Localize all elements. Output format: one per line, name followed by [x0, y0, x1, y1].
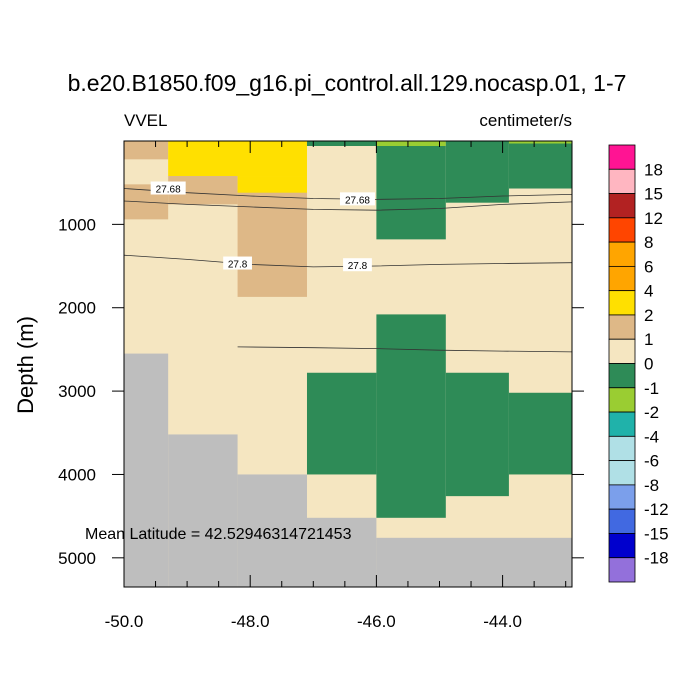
contour-label-box: [223, 256, 252, 270]
contour-label-box: [343, 258, 372, 272]
colorbar-label: 15: [644, 185, 663, 204]
units-label: centimeter/s: [479, 111, 572, 130]
ticks-layer: -50.0 -48.0 -46.0 -44.0 1000 2000 3000 4000 5000: [58, 141, 584, 631]
contour-label: 27.68: [156, 185, 181, 196]
data-cell: [124, 141, 169, 160]
colorbar-swatch: [608, 241, 636, 267]
contour-label-box: [339, 192, 375, 206]
chart-title: b.e20.B1850.f09_g16.pi_control.all.129.n…: [68, 70, 627, 96]
colorbar-swatch: [608, 387, 636, 413]
cells-layer: [124, 141, 572, 587]
data-cell: [508, 143, 572, 189]
colorbar-label: -2: [644, 403, 659, 422]
colorbar-swatch: [608, 460, 636, 486]
data-cell: [237, 176, 307, 193]
contour-layer: 27.68 27.68 27.8 27.8: [123, 181, 573, 353]
contour-line: [123, 200, 573, 211]
data-cell: [376, 537, 572, 587]
colorbar-swatch: [608, 484, 636, 510]
y-tick-label: 5000: [58, 549, 96, 568]
colorbar-label: -4: [644, 427, 659, 446]
colorbar-swatch: [608, 265, 636, 292]
colorbar-swatch: [608, 168, 636, 194]
data-cell: [508, 392, 572, 475]
y-tick-label: 4000: [58, 465, 96, 484]
colorbar-swatch: [608, 411, 636, 437]
colorbar-swatch: [608, 363, 636, 389]
colorbar-label: 0: [644, 355, 653, 374]
contour-label-box: [150, 181, 186, 195]
colorbar-swatch: [608, 338, 636, 364]
data-cell: [376, 146, 446, 240]
y-tick-label: 3000: [58, 382, 96, 401]
colorbar-label: -1: [644, 379, 659, 398]
colorbar-label: 1: [644, 330, 653, 349]
colorbar-label: 6: [644, 257, 653, 276]
contour-label: 27.68: [345, 195, 370, 206]
data-cell: [168, 434, 238, 587]
colorbar-swatch: [608, 144, 636, 170]
data-cell: [168, 141, 307, 177]
colorbar: 18 15 12 8 6 4 2 1 0 -1 -2 -4 -6 -8 -12 -15 -18: [608, 144, 669, 583]
colorbar-swatch: [608, 508, 636, 534]
plot-area: 27.68 27.68 27.8 27.8 -50.0 -48.0 -46.0 -44.0 1…: [58, 140, 584, 631]
colorbar-label: 2: [644, 306, 653, 325]
colorbar-swatch: [608, 290, 636, 316]
mean-latitude-annotation: Mean Latitude = 42.52946314721453: [85, 526, 352, 543]
colorbar-label: -6: [644, 452, 659, 471]
colorbar-swatch: [608, 435, 636, 462]
colorbar-label: -18: [644, 549, 669, 568]
colorbar-swatch: [608, 314, 636, 340]
plot-frame: [123, 140, 573, 588]
data-cell: [445, 372, 509, 497]
y-tick-label: 1000: [58, 215, 96, 234]
data-cell: [237, 474, 307, 587]
colorbar-label: 8: [644, 233, 653, 252]
colorbar-label: 12: [644, 209, 663, 228]
colorbar-label: -12: [644, 500, 669, 519]
data-cell: [306, 372, 377, 475]
contour-label: 27.8: [348, 261, 368, 272]
colorbar-label: -15: [644, 524, 669, 543]
variable-label: VVEL: [124, 111, 167, 130]
data-cell: [445, 141, 509, 203]
colorbar-swatch: [608, 533, 636, 559]
data-cell: [124, 353, 169, 587]
contour-label: 27.8: [228, 260, 248, 271]
y-axis-label: Depth (m): [13, 316, 38, 414]
x-tick-label: -50.0: [105, 612, 144, 631]
colorbar-label: 4: [644, 282, 653, 301]
x-tick-label: -44.0: [483, 612, 522, 631]
colorbar-swatch: [608, 193, 636, 219]
colorbar-label: 18: [644, 160, 663, 179]
data-cell: [306, 141, 377, 147]
data-cell: [376, 141, 446, 147]
colorbar-swatch: [608, 217, 636, 243]
colorbar-swatch: [608, 557, 636, 583]
contour-line: [237, 346, 573, 353]
colorbar-label: -8: [644, 476, 659, 495]
data-cell: [376, 314, 446, 518]
x-tick-label: -46.0: [357, 612, 396, 631]
y-tick-label: 2000: [58, 299, 96, 318]
x-tick-label: -48.0: [231, 612, 270, 631]
data-cell: [306, 517, 377, 587]
